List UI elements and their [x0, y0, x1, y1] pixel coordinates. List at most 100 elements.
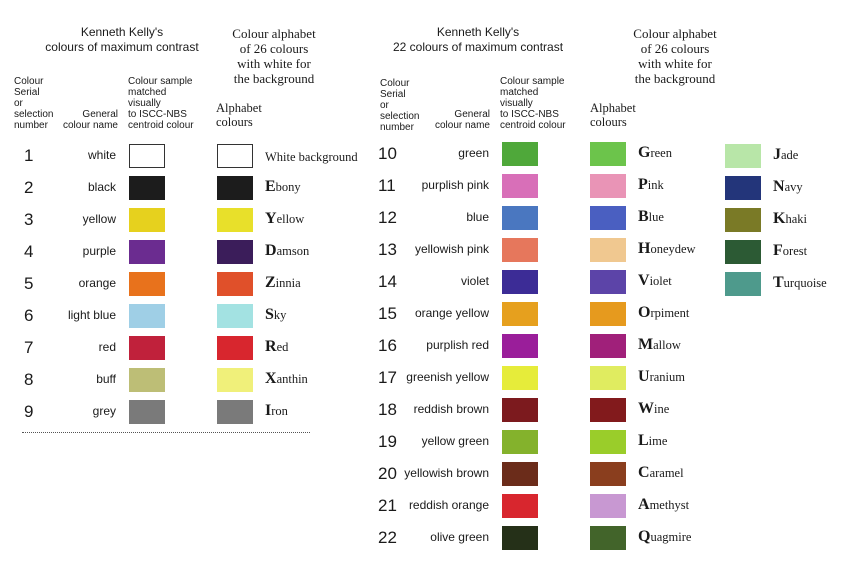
- alphabet-colour-name: Lime: [638, 433, 667, 449]
- alphabet-colour-name: Wine: [638, 401, 669, 417]
- alphabet-initial-letter: J: [773, 146, 781, 163]
- alphabet-colour-swatch: [217, 336, 253, 360]
- serial-number: 22: [378, 528, 397, 547]
- serial-number: 1: [24, 146, 34, 165]
- serial-number: 21: [378, 496, 397, 515]
- alphabet-colour-swatch: [590, 142, 626, 166]
- colour-sample-swatch: [502, 206, 538, 230]
- alphabet-name-rest: lue: [648, 210, 664, 224]
- alphabet-name-rest: ade: [781, 148, 799, 162]
- general-colour-name: purplish red: [426, 338, 489, 352]
- right-header-serial: Colour Serial or selection number: [380, 78, 419, 133]
- colour-sample-swatch: [502, 494, 538, 518]
- alphabet-colour-swatch: [217, 272, 253, 296]
- alphabet-initial-letter: U: [638, 368, 650, 385]
- right-header-serial-line: or: [380, 100, 389, 111]
- alphabet-colour-swatch: [590, 366, 626, 390]
- serial-number: 15: [378, 304, 397, 323]
- alphabet-colour-name: Orpiment: [638, 305, 689, 321]
- right-alphabet-title: Colour alphabet of 26 colours with white…: [613, 26, 737, 86]
- alphabet-colour-name: Forest: [773, 243, 807, 259]
- left-header-serial-line: Serial: [14, 87, 40, 98]
- alphabet-colour-swatch: [217, 144, 253, 168]
- general-colour-name: light blue: [67, 308, 116, 322]
- alphabet-name-rest: avy: [784, 180, 803, 194]
- left-header-serial-line: or: [14, 98, 23, 109]
- serial-number: 10: [378, 144, 397, 163]
- alphabet-name-rest: iolet: [649, 274, 672, 288]
- alphabet-name-rest: ranium: [649, 370, 685, 384]
- alphabet-initial-letter: R: [265, 338, 277, 355]
- right-header-general: General colour name: [428, 109, 490, 131]
- right-title: Kenneth Kelly's 22 colours of maximum co…: [378, 25, 578, 55]
- alphabet-colour-name: Red: [265, 339, 288, 355]
- alphabet-colour-name: Blue: [638, 209, 664, 225]
- left-header-serial-line: Colour: [14, 76, 44, 87]
- alphabet-initial-letter: M: [638, 336, 654, 353]
- alphabet-name-rest: amson: [276, 244, 310, 258]
- general-colour-name: orange yellow: [414, 306, 489, 320]
- serial-number: 19: [378, 432, 397, 451]
- alphabet-colour-swatch: [725, 144, 761, 168]
- general-colour-name: blue: [466, 210, 489, 224]
- left-header-sample: Colour sample matched visually to ISCC-N…: [128, 76, 194, 131]
- colour-sample-swatch: [502, 270, 538, 294]
- right-header-general-line: General: [454, 109, 490, 120]
- alphabet-initial-letter: D: [265, 242, 277, 259]
- left-alphabet-title-line: Colour alphabet: [232, 26, 316, 41]
- alphabet-name-rest: oneydew: [650, 242, 696, 256]
- left-alphabet-title-line: of 26 colours: [239, 41, 309, 56]
- colour-sample-swatch: [502, 334, 538, 358]
- right-alphabet-title-line: the background: [634, 71, 716, 86]
- alphabet-initial-letter: G: [638, 144, 651, 161]
- general-colour-name: orange: [78, 276, 116, 290]
- alphabet-initial-letter: S: [265, 306, 274, 323]
- left-title-line: Kenneth Kelly's: [80, 25, 164, 39]
- alphabet-name-rest: bony: [275, 180, 301, 194]
- serial-number: 16: [378, 336, 397, 355]
- alphabet-name-rest: ky: [273, 308, 287, 322]
- alphabet-colour-name: Ebony: [265, 179, 301, 195]
- alphabet-name-rest: White background: [265, 150, 358, 164]
- colour-sample-swatch: [129, 368, 165, 392]
- general-colour-name: red: [98, 340, 116, 354]
- alphabet-colour-swatch: [590, 526, 626, 550]
- alphabet-colour-name: Pink: [638, 177, 664, 193]
- left-header-sample-line: centroid colour: [128, 120, 194, 131]
- alphabet-colour-name: Mallow: [638, 337, 681, 353]
- alphabet-colour-swatch: [590, 462, 626, 486]
- right-header-sample-line: visually: [500, 98, 533, 109]
- colour-sample-swatch: [502, 462, 538, 486]
- alphabet-initial-letter: N: [773, 178, 785, 195]
- general-colour-name: yellow green: [421, 434, 489, 448]
- alphabet-name-rest: orest: [782, 244, 808, 258]
- alphabet-colour-swatch: [217, 176, 253, 200]
- left-header-alphabet-line: Alphabet: [216, 101, 262, 115]
- right-header-serial-line: Serial: [380, 89, 406, 100]
- colour-sample-swatch: [129, 272, 165, 296]
- left-header-general: General colour name: [56, 109, 118, 131]
- serial-number: 9: [24, 402, 34, 421]
- left-header-serial: Colour Serial or selection number: [14, 76, 53, 131]
- serial-number: 20: [378, 464, 397, 483]
- alphabet-name-rest: rpiment: [650, 306, 690, 320]
- colour-sample-swatch: [502, 142, 538, 166]
- alphabet-colour-swatch: [725, 272, 761, 296]
- alphabet-name-rest: ed: [276, 340, 289, 354]
- general-colour-name: greenish yellow: [406, 370, 489, 384]
- left-header-sample-line: matched: [128, 87, 167, 98]
- alphabet-name-rest: urquoise: [783, 276, 827, 290]
- right-header-sample-line: to ISCC-NBS: [500, 109, 559, 120]
- alphabet-name-rest: ron: [271, 404, 288, 418]
- alphabet-name-rest: haki: [785, 212, 807, 226]
- alphabet-colour-swatch: [590, 494, 626, 518]
- colour-sample-swatch: [502, 430, 538, 454]
- alphabet-initial-letter: Z: [265, 274, 276, 291]
- serial-number: 3: [24, 210, 34, 229]
- general-colour-name: yellowish brown: [404, 466, 489, 480]
- right-alphabet-title-line: Colour alphabet: [633, 26, 717, 41]
- right-header-serial-line: selection: [380, 111, 420, 122]
- alphabet-name-rest: reen: [650, 146, 672, 160]
- alphabet-colour-name: Jade: [773, 147, 798, 163]
- serial-number: 7: [24, 338, 34, 357]
